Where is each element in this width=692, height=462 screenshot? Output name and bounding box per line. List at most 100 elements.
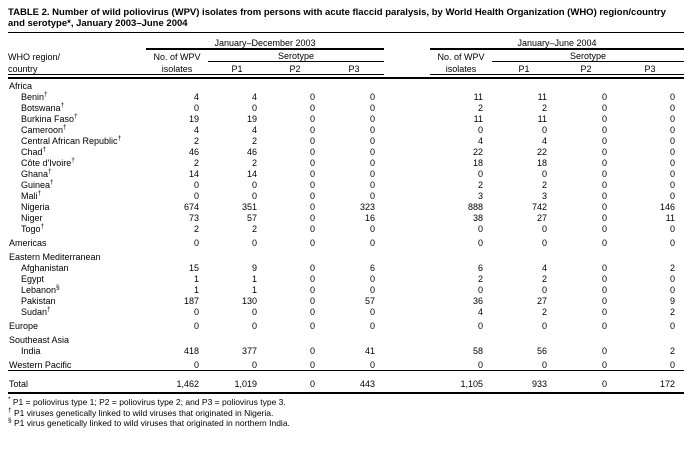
- row-label: Guinea†: [21, 179, 54, 190]
- cell-value: 0: [309, 346, 315, 356]
- cell-value: 674: [183, 202, 199, 212]
- cell-value: 418: [183, 346, 199, 356]
- cell-value: [492, 248, 556, 262]
- table-row: Benin† 4 4 0 0 11 11 0 0: [8, 91, 684, 102]
- cell-value: 0: [669, 103, 675, 113]
- table-row: Lebanon§ 1 1 0 0 0 0 0 0: [8, 284, 684, 295]
- isolates-header-2003-line2: isolates: [146, 61, 208, 75]
- footnote-marker: †: [60, 102, 65, 109]
- footnote-marker: †: [74, 113, 78, 120]
- spacer-cell: [384, 306, 430, 317]
- cell-value: 0: [369, 360, 375, 370]
- cell-value: 0: [669, 114, 675, 124]
- cell-value: 0: [541, 169, 547, 179]
- cell-value: 146: [659, 202, 675, 212]
- cell-value: [324, 78, 384, 91]
- row-label: Central African Republic†: [21, 135, 122, 146]
- cell-value: 4: [251, 125, 257, 135]
- table-row: Niger 73 57 0 16 38 27 0 11: [8, 212, 684, 223]
- row-label: Afghanistan: [21, 263, 69, 273]
- cell-value: 933: [492, 370, 556, 394]
- cell-value: 19: [188, 114, 199, 124]
- cell-value: 0: [541, 224, 547, 234]
- cell-value: 14: [188, 169, 199, 179]
- spacer-cell: [384, 201, 430, 212]
- spacer-cell: [384, 78, 430, 91]
- cell-value: 4: [477, 307, 483, 317]
- row-label: Botswana†: [21, 102, 65, 113]
- cell-value: 0: [309, 191, 315, 201]
- cell-value: 377: [241, 346, 257, 356]
- cell-value: 2: [541, 274, 547, 284]
- group-header-row: January–December 2003 January–June 2004: [8, 35, 684, 50]
- cell-value: 27: [536, 213, 547, 223]
- cell-value: 0: [601, 147, 607, 157]
- cell-value: 0: [541, 360, 547, 370]
- table-row: Chad† 46 46 0 0 22 22 0 0: [8, 146, 684, 157]
- footnote-marker: †: [8, 406, 12, 414]
- spacer-cell: [384, 273, 430, 284]
- cell-value: 0: [369, 321, 375, 331]
- cell-value: 2: [193, 136, 199, 146]
- cell-value: 2: [669, 307, 675, 317]
- cell-value: 58: [472, 346, 483, 356]
- cell-value: 0: [369, 274, 375, 284]
- cell-value: [208, 331, 266, 345]
- cell-value: 0: [601, 274, 607, 284]
- region-header-line1: WHO region/: [8, 51, 61, 62]
- cell-value: 0: [369, 224, 375, 234]
- row-label: Pakistan: [21, 296, 56, 306]
- cell-value: 0: [369, 307, 375, 317]
- cell-value: 27: [536, 296, 547, 306]
- cell-value: 0: [309, 274, 315, 284]
- table-row: Burkina Faso† 19 19 0 0 11 11 0 0: [8, 113, 684, 124]
- cell-value: 0: [477, 238, 483, 248]
- cell-value: 351: [241, 202, 257, 212]
- footnote-marker: †: [42, 146, 47, 153]
- cell-value: 0: [369, 92, 375, 102]
- table-row: Central African Republic† 2 2 0 0 4 4 0 0: [8, 135, 684, 146]
- cell-value: [616, 331, 684, 345]
- cell-value: 187: [183, 296, 199, 306]
- p2-header-2004: P2: [556, 61, 616, 75]
- p1-header-2003: P1: [208, 61, 266, 75]
- row-label: Mali†: [21, 190, 42, 201]
- cell-value: 0: [477, 125, 483, 135]
- cell-value: 0: [669, 158, 675, 168]
- cell-value: 0: [477, 360, 483, 370]
- p3-header-2003: P3: [324, 61, 384, 75]
- cell-value: 11: [473, 92, 483, 102]
- row-label: Niger: [21, 213, 43, 223]
- table-row: India 418 377 0 41 58 56 0 2: [8, 345, 684, 356]
- cell-value: [146, 331, 208, 345]
- table-title: TABLE 2. Number of wild poliovirus (WPV)…: [8, 7, 666, 29]
- cell-value: 1: [251, 285, 257, 295]
- cell-value: 0: [601, 213, 607, 223]
- spacer-cell: [384, 317, 430, 331]
- cell-value: [146, 78, 208, 91]
- cell-value: 0: [369, 158, 375, 168]
- cell-value: 0: [669, 136, 675, 146]
- cell-value: 0: [251, 360, 257, 370]
- cell-value: 0: [309, 296, 315, 306]
- row-label: Ghana†: [21, 168, 52, 179]
- cell-value: 0: [193, 360, 199, 370]
- cell-value: 0: [251, 180, 257, 190]
- cell-value: 0: [369, 169, 375, 179]
- cell-value: 0: [669, 285, 675, 295]
- cell-value: 888: [467, 202, 483, 212]
- isolates-header-2003-line1: No. of WPV: [153, 51, 201, 62]
- cell-value: 2: [541, 307, 547, 317]
- cell-value: 0: [477, 321, 483, 331]
- cell-value: 18: [472, 158, 483, 168]
- cell-value: 172: [616, 370, 684, 394]
- cell-value: 15: [188, 263, 199, 273]
- cell-value: 2: [477, 103, 483, 113]
- cell-value: 0: [369, 191, 375, 201]
- cell-value: 1: [251, 274, 257, 284]
- cell-value: 2: [193, 158, 199, 168]
- table-row: Eastern Mediterranean: [8, 248, 684, 262]
- cell-value: 0: [193, 307, 199, 317]
- footnote-marker: †: [40, 223, 45, 230]
- cell-value: 0: [309, 307, 315, 317]
